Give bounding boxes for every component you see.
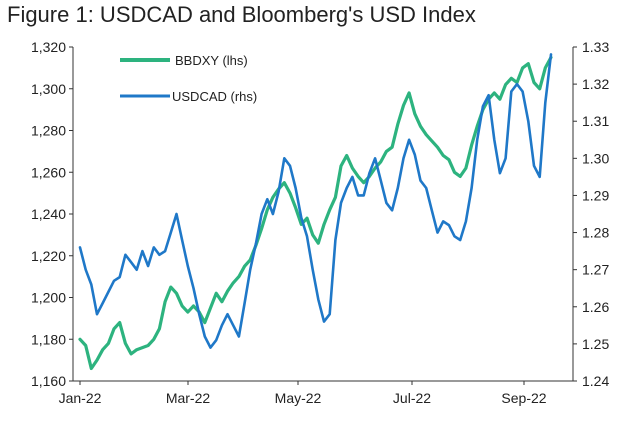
right-tick-label: 1.33 [582,39,609,55]
left-tick-label: 1,180 [31,331,66,347]
left-tick-label: 1,200 [31,290,66,306]
left-tick-label: 1,240 [31,206,66,222]
left-tick-label: 1,280 [31,123,66,139]
series-layer [78,53,553,371]
left-tick-label: 1,260 [31,164,66,180]
right-tick-label: 1.25 [582,336,609,352]
right-tick-label: 1.29 [582,187,609,203]
x-tick-label: Sep-22 [501,390,546,406]
right-tick-label: 1.30 [582,150,609,166]
left-tick-label: 1,320 [31,39,66,55]
right-tick-label: 1.32 [582,76,609,92]
legend-label-usdcad: USDCAD (rhs) [172,89,257,104]
x-tick-label: Mar-22 [166,390,211,406]
right-tick-label: 1.31 [582,113,609,129]
x-tick-label: Jan-22 [59,390,102,406]
legend: BBDXY (lhs) USDCAD (rhs) [120,53,257,104]
right-tick-label: 1.26 [582,299,609,315]
series-line-usdcad [78,53,553,349]
x-tick-label: May-22 [275,390,322,406]
legend-label-bbdxy: BBDXY (lhs) [175,53,248,68]
chart-title: Figure 1: USDCAD and Bloomberg's USD Ind… [7,2,476,27]
right-tick-label: 1.24 [582,373,609,389]
left-tick-label: 1,220 [31,248,66,264]
series-line-bbdxy [78,55,553,371]
x-tick-label: Jul-22 [393,390,431,406]
left-tick-label: 1,160 [31,373,66,389]
right-tick-label: 1.27 [582,262,609,278]
right-tick-label: 1.28 [582,225,609,241]
left-tick-label: 1,300 [31,81,66,97]
axes: 1,160 1,180 1,200 1,220 1,240 1,260 1,280 1,300… [31,39,610,406]
